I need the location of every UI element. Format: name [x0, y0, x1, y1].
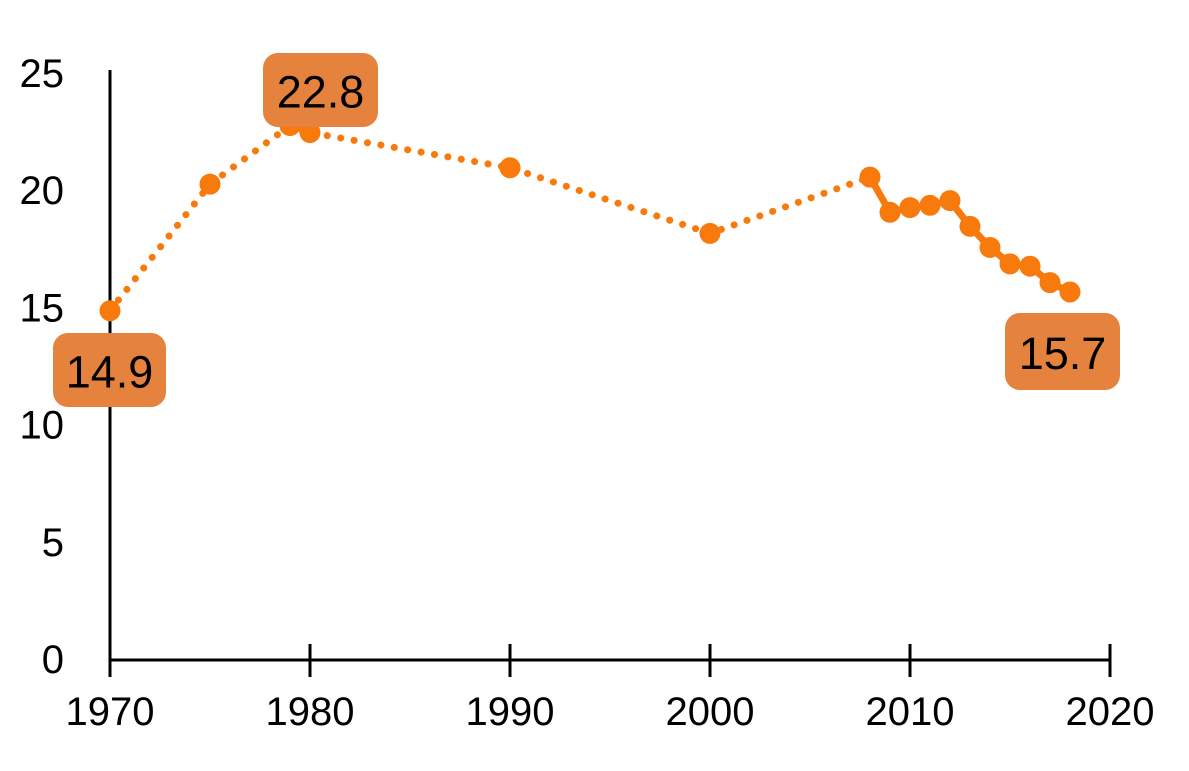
- data-point-1980: [299, 122, 321, 144]
- x-tick-label: 2020: [1066, 690, 1155, 734]
- y-tick-label: 0: [42, 638, 64, 682]
- data-point-2009: [879, 201, 901, 223]
- callout-label-14.9: 14.9: [66, 347, 154, 398]
- callout-box-14.9: [53, 333, 166, 407]
- x-tick-label: 1990: [466, 690, 555, 734]
- x-tick-label: 2000: [666, 690, 755, 734]
- data-point-2012: [939, 190, 961, 212]
- data-point-2013: [959, 215, 981, 237]
- data-point-2016: [1019, 255, 1041, 277]
- x-tick-label: 1980: [266, 690, 355, 734]
- data-point-1975: [199, 173, 221, 195]
- callout-box-22.8: [263, 53, 378, 127]
- callout-box-15.7: [1005, 313, 1120, 390]
- y-tick-label: 20: [20, 169, 65, 213]
- data-point-1970: [99, 300, 121, 322]
- data-point-2000: [699, 222, 721, 244]
- callout-label-15.7: 15.7: [1019, 328, 1107, 379]
- data-point-2010: [899, 197, 921, 219]
- data-point-2017: [1039, 272, 1061, 294]
- data-point-2008: [859, 166, 881, 188]
- data-point-2014: [979, 236, 1001, 258]
- data-point-1990: [499, 157, 521, 179]
- data-point-2018: [1059, 281, 1081, 303]
- callout-label-22.8: 22.8: [277, 67, 365, 118]
- data-point-2015: [999, 253, 1021, 275]
- series-line-historical-dotted: [106, 122, 874, 315]
- data-point-2011: [919, 194, 941, 216]
- y-tick-label: 25: [20, 52, 65, 96]
- x-tick-label: 1970: [66, 690, 155, 734]
- y-tick-label: 5: [42, 521, 64, 565]
- y-tick-label: 10: [20, 404, 65, 448]
- x-tick-label: 2010: [866, 690, 955, 734]
- y-tick-label: 15: [20, 286, 65, 330]
